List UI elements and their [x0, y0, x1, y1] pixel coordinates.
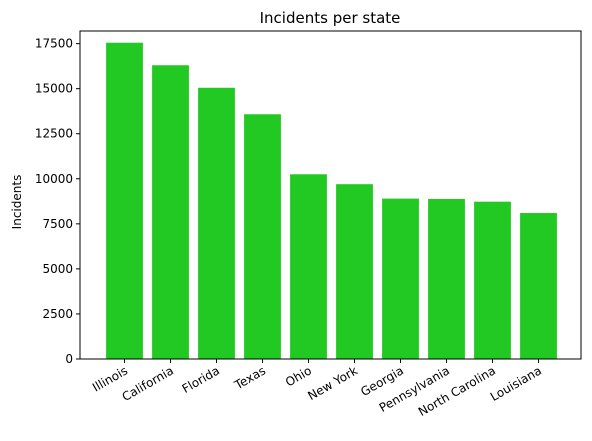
bar-georgia — [382, 198, 419, 359]
bar-ohio — [290, 174, 327, 359]
bar-florida — [198, 87, 235, 360]
bar-louisiana — [520, 213, 557, 359]
y-tick-label: 15000 — [35, 82, 73, 96]
bar-illinois — [106, 42, 143, 360]
x-tick-label: Louisiana — [488, 363, 544, 403]
y-axis-label: Incidents — [10, 175, 24, 230]
y-tick-label: 0 — [65, 352, 73, 366]
x-tick-label: Ohio — [283, 363, 314, 389]
x-tick-label: Florida — [180, 363, 222, 396]
x-tick-label: California — [120, 363, 176, 404]
bar-north-carolina — [474, 201, 511, 359]
x-tick-label: North Carolina — [416, 363, 498, 418]
plot-frame — [79, 30, 582, 360]
bars-group — [106, 42, 557, 360]
y-tick-label: 7500 — [42, 217, 73, 231]
bar-california — [152, 65, 189, 360]
y-tick-label: 12500 — [35, 127, 73, 141]
x-tick-label: Texas — [231, 363, 268, 392]
bar-texas — [244, 114, 281, 359]
bar-new-york — [336, 184, 373, 359]
bar-pennsylvania — [428, 198, 465, 359]
y-axis: 0 2500 5000 7500 10000 12500 15000 17500 — [35, 37, 80, 366]
y-tick-label: 10000 — [35, 172, 73, 186]
chart-title: Incidents per state — [260, 9, 401, 27]
y-tick-label: 17500 — [35, 37, 73, 51]
y-tick-label: 2500 — [42, 307, 73, 321]
x-tick-label: New York — [305, 363, 360, 403]
y-tick-label: 5000 — [42, 262, 73, 276]
